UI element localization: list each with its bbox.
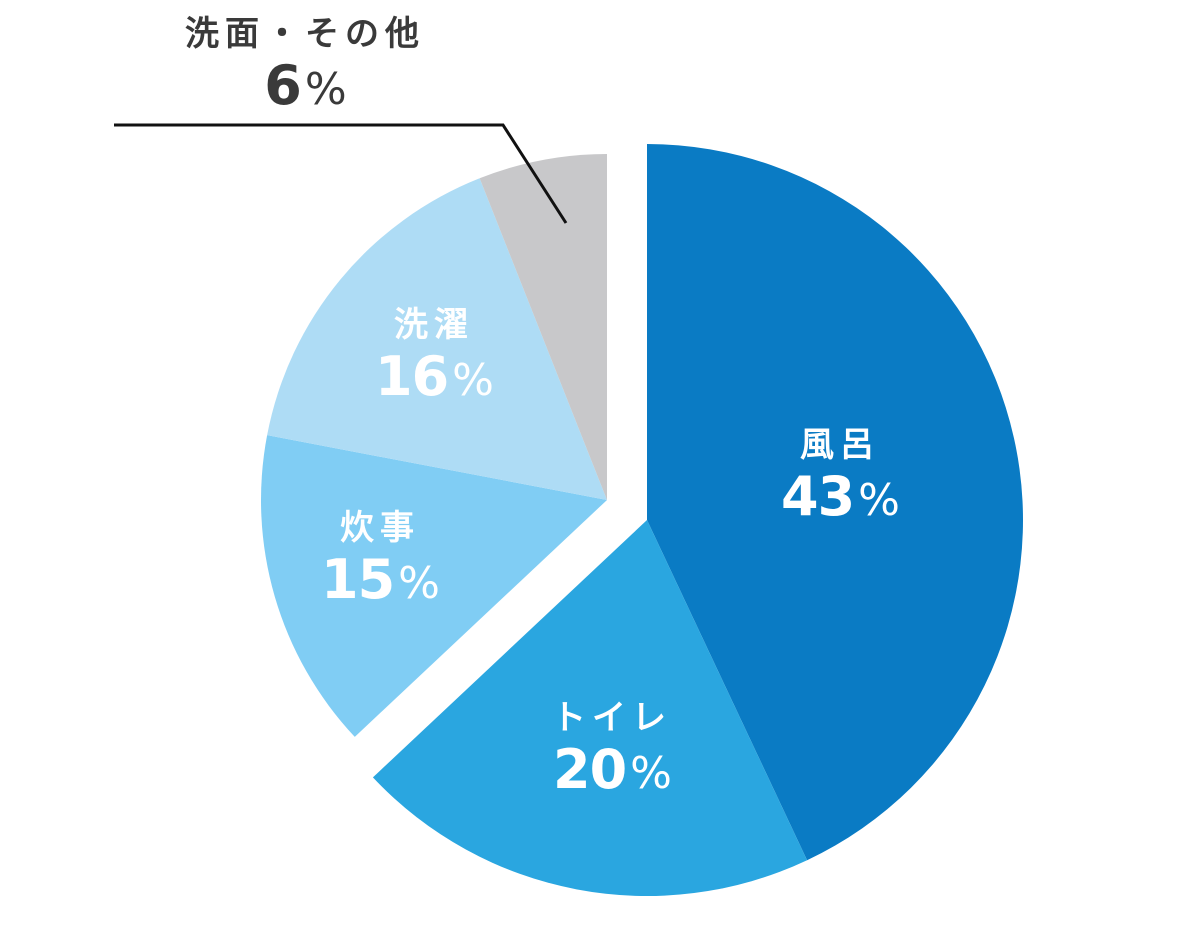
percent-sign: %	[398, 558, 440, 609]
callout-line	[114, 123, 568, 224]
slice-label-toilet: トイレ 20%	[552, 698, 672, 806]
slice-other	[479, 154, 607, 500]
percent-sign: %	[304, 64, 347, 115]
slice-label-bath: 風呂 43%	[781, 425, 900, 533]
slice-label-other: 洗面・その他 6%	[185, 14, 425, 122]
slice-percent: 15	[321, 548, 395, 611]
slice-percent: 16	[375, 345, 449, 408]
slice-kitchen	[260, 435, 607, 737]
percent-sign: %	[858, 475, 900, 526]
slice-bath	[647, 144, 1023, 861]
slice-name: 炊事	[340, 508, 420, 548]
percent-sign: %	[630, 748, 672, 799]
slice-name: 洗濯	[394, 305, 474, 345]
slice-percent: 6	[264, 54, 302, 117]
slice-percent: 43	[781, 465, 855, 528]
slice-label-kitchen: 炊事 15%	[321, 508, 440, 616]
slice-laundry	[267, 178, 607, 500]
slice-name: 風呂	[800, 425, 880, 465]
slice-name: トイレ	[552, 698, 672, 738]
percent-sign: %	[452, 355, 494, 406]
slice-label-laundry: 洗濯 16%	[375, 305, 494, 413]
slice-name: 洗面・その他	[185, 14, 425, 54]
slice-toilet	[372, 520, 808, 897]
slice-percent: 20	[553, 738, 627, 801]
